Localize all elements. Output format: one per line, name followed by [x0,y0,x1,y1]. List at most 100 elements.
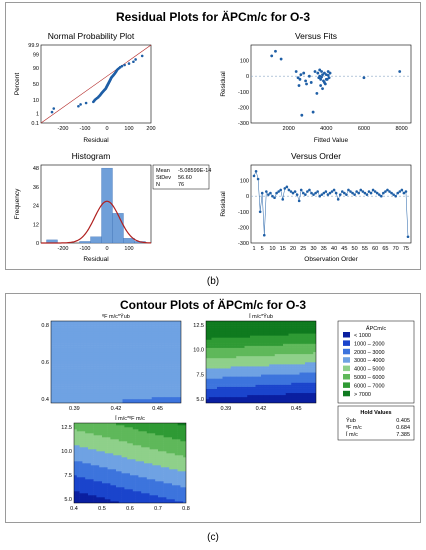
contour-cell [161,388,166,391]
contour-cell [313,355,316,359]
hist-ytick: 12 [33,222,39,228]
contour-cell [252,388,256,391]
contour-cell [299,364,303,367]
np-point [127,62,131,65]
contour-cell [280,400,284,403]
contour-cell [122,362,127,365]
contour-cell [171,353,175,357]
vo-point [328,191,332,195]
contour-cell [158,335,162,338]
contour-cell [230,378,234,381]
contour-cell [169,445,173,448]
contour-cell [80,337,84,340]
contour-cell [239,382,243,385]
contour-cell [177,370,181,373]
contour-cell [211,376,215,379]
contour-cell [146,467,150,470]
stats-stdev-value: 56.60 [178,175,192,181]
contour-cell [244,353,248,357]
contour-cell [160,481,164,484]
contour-cell [80,374,84,377]
contour-cell [54,353,58,357]
contour-cell [239,388,243,391]
contour-cell [302,396,306,400]
contour-cell [228,384,232,387]
contour-cell [250,386,254,389]
contour-cell [307,386,311,389]
contour-cell [233,386,237,389]
normal-probability-title: Normal Probability Plot [48,31,135,41]
contour-cell [174,425,178,428]
contour-cell [155,429,159,432]
contour-cell [208,359,212,363]
contour-cell [168,329,172,332]
contour-cell [149,499,153,502]
contour-cell [228,398,232,402]
contour-cell [93,459,97,462]
contour-cell [73,376,78,379]
contour-cell [138,461,142,464]
contour-cell [160,455,164,458]
contour-cell [244,325,248,328]
contour-cell [296,341,300,344]
contour-cell [228,392,232,396]
contour-cell [125,355,130,359]
contour-cell [225,382,229,385]
contour-cell [206,331,210,334]
contour-cell [241,388,245,391]
vf-point [298,77,302,81]
contour-cell [125,345,130,348]
contour-cell [172,443,176,446]
contour-cell [236,321,240,324]
contour-cell [141,493,145,496]
contour-cell [250,329,254,332]
contour-cell [119,325,123,328]
contour-cell [83,388,88,391]
contour-cell [74,489,78,492]
contour-cell [54,355,58,359]
contour-cell [102,461,106,464]
contour-cell [241,339,245,342]
contour-cell [135,455,139,458]
contour-cell [138,339,143,342]
contour-cell [67,400,71,403]
contour-cell [77,366,81,369]
contour-cell [211,386,215,389]
contour-cell [302,333,306,336]
contour-cell [313,380,316,383]
contour-cell [73,341,78,344]
contour-cell [79,425,83,428]
contour-cell [109,370,114,373]
contour-cell [285,398,289,402]
contour-cell [107,463,111,466]
contour-cell [233,376,237,379]
contour-cell [80,398,84,402]
contour-cell [285,357,289,361]
contour-cell [169,497,173,500]
contour-cell [217,345,221,348]
contour-cell [206,374,210,377]
contour-cell [228,362,232,365]
contour-cell [225,325,229,328]
contour-cell [177,345,181,348]
contour-cell [310,329,314,332]
contour-ytick: 0.8 [41,323,49,329]
contour-cell [166,481,170,484]
contour-cell [79,437,83,440]
contour-cell [99,351,104,355]
contour-cell [285,333,289,336]
contour-cell [236,335,240,338]
contour-cell [93,384,97,387]
contour-cell [142,343,146,346]
contour-cell [60,378,65,381]
contour-cell [99,497,103,500]
contour-cell [299,362,303,365]
contour-cell [236,372,240,375]
contour-cell [107,469,111,472]
contour-cell [129,386,133,389]
contour-cell [291,376,295,379]
hist-bar [123,238,135,244]
contour-cell [122,331,127,334]
contour-cell [261,335,265,338]
contour-cell [54,357,58,361]
